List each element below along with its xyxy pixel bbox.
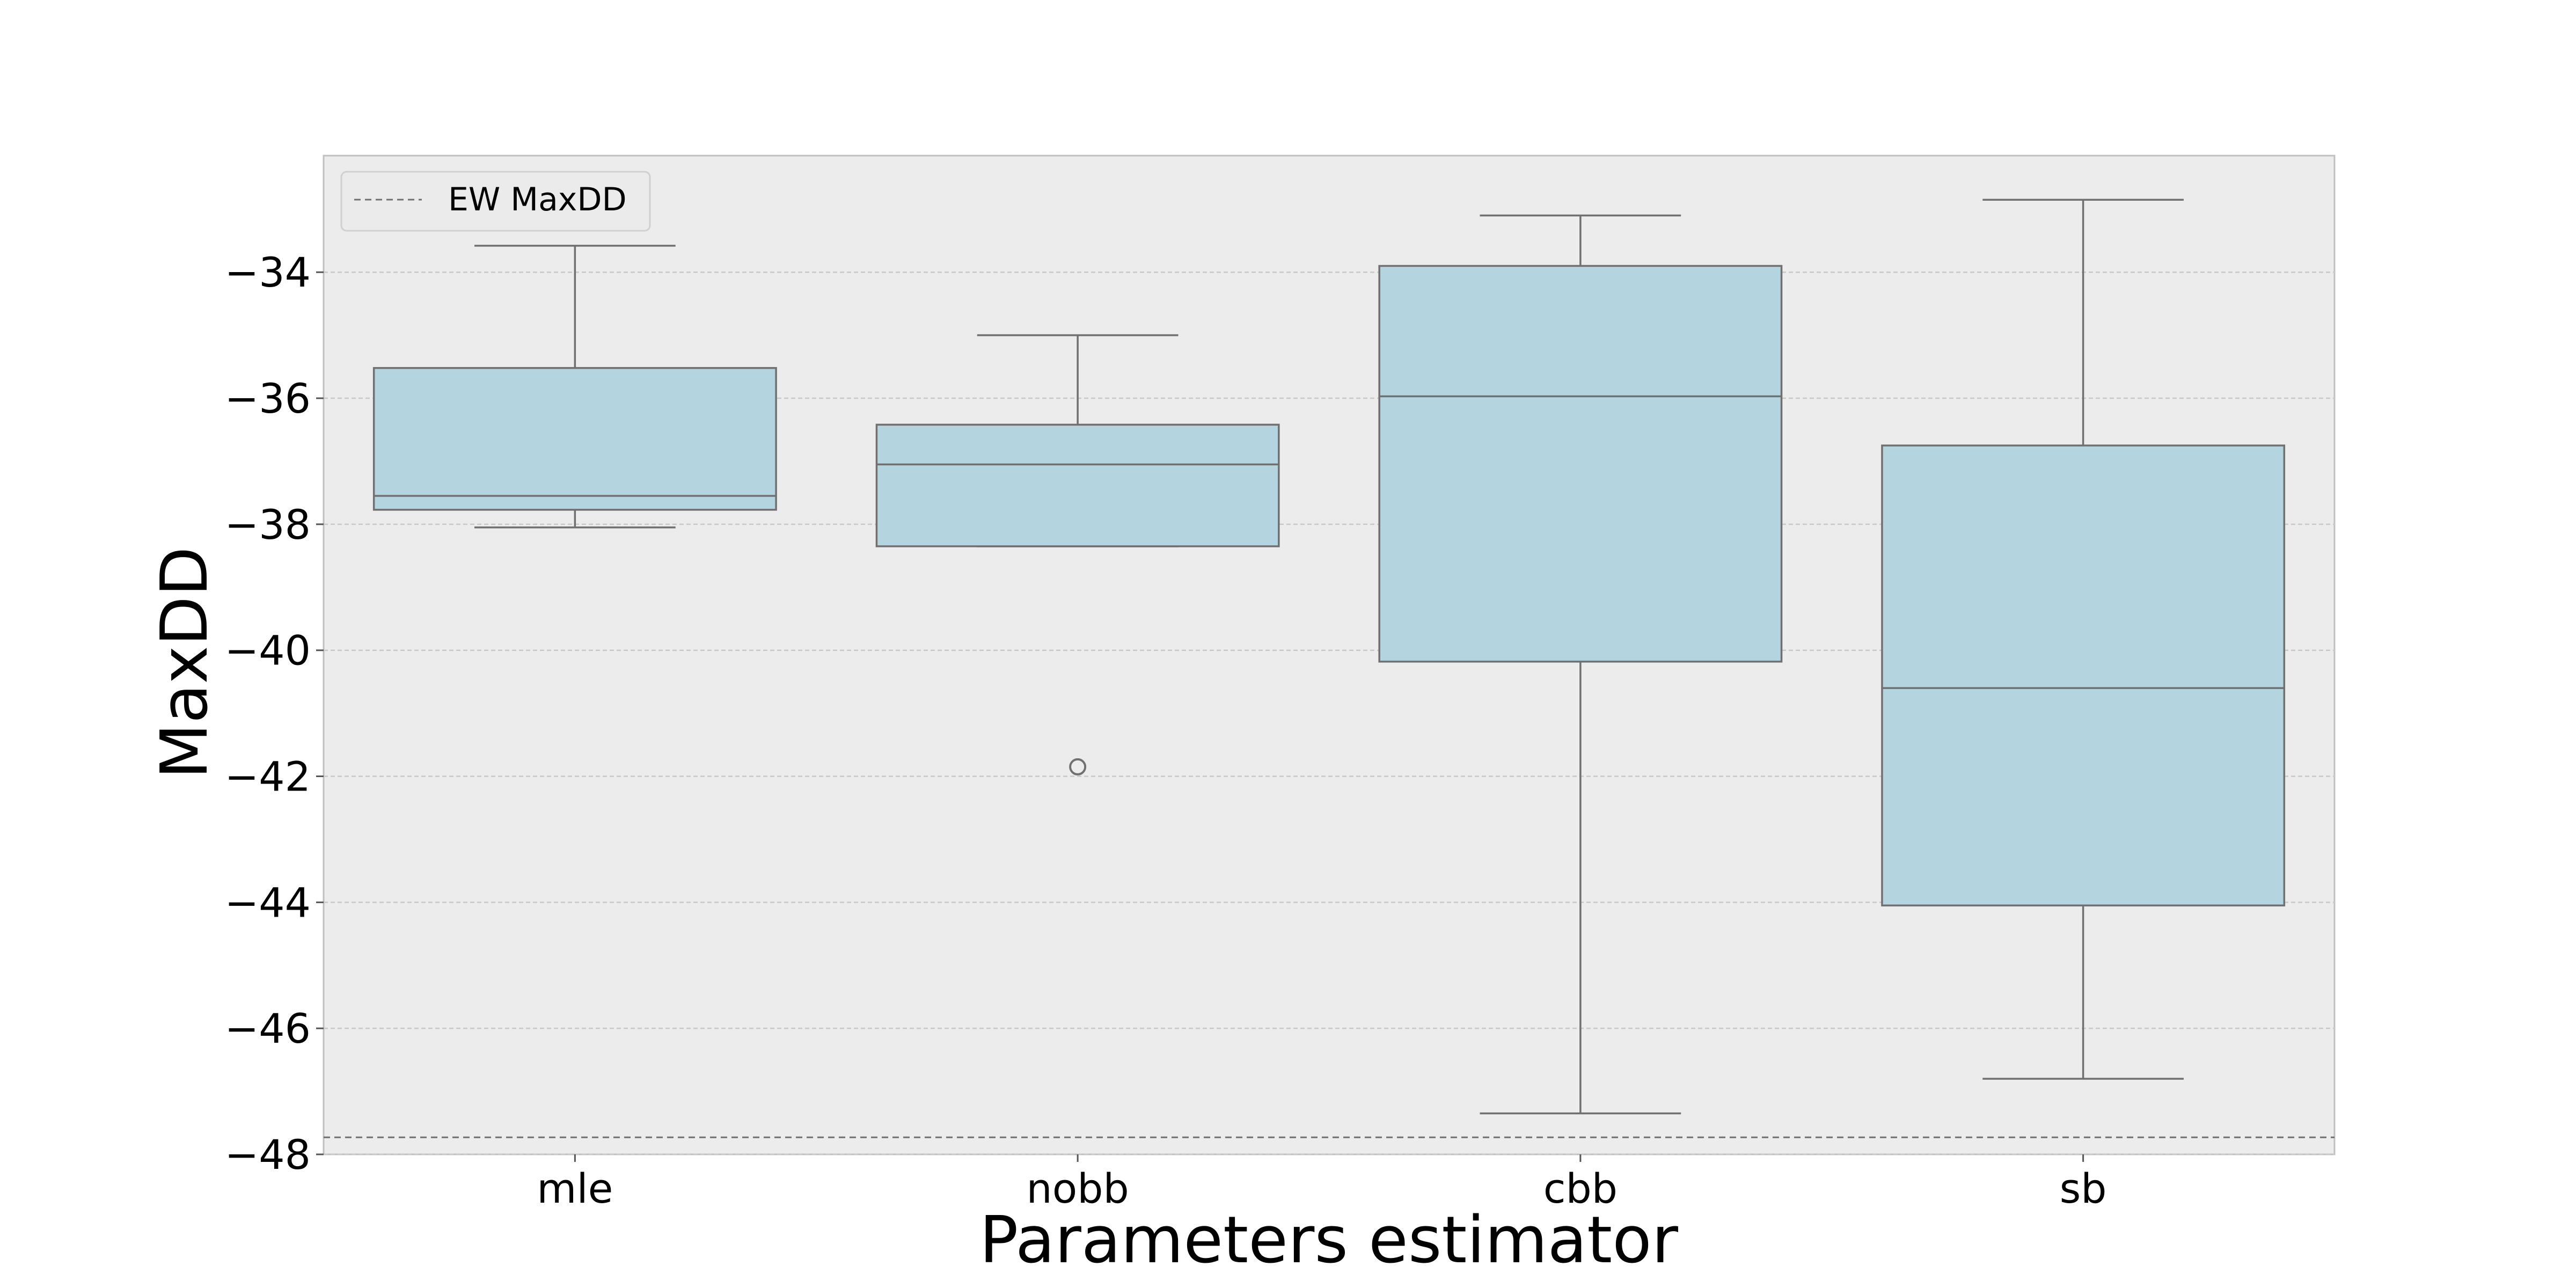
y-tick-group: −48 −46 −44 −42 −40 −38 −36 −34 (225, 248, 324, 1179)
x-axis-title: Parameters estimator (979, 1203, 1679, 1278)
legend-box (340, 171, 651, 232)
box-cbb (1378, 214, 1783, 1115)
y-tick-label: −36 (225, 375, 311, 422)
y-tick-label: −46 (225, 1005, 311, 1052)
iqr-box (372, 367, 777, 511)
x-tick-group: mle nobb cbb sb (537, 1154, 2107, 1212)
legend-label: EW MaxDD (448, 181, 627, 218)
box-nobb (875, 334, 1280, 775)
y-tick-label: −48 (225, 1131, 311, 1179)
box-mle (372, 245, 777, 529)
x-tick-label: mle (537, 1165, 613, 1212)
x-tick-label: nobb (1027, 1165, 1129, 1212)
y-tick-label: −44 (225, 879, 311, 926)
iqr-box (875, 423, 1280, 547)
x-tick-label: cbb (1543, 1165, 1618, 1212)
y-tick-label: −38 (225, 501, 311, 548)
boxes-group (372, 199, 2286, 1115)
iqr-box (1881, 444, 2286, 906)
x-tick-label: sb (2060, 1165, 2107, 1212)
y-tick-label: −40 (225, 627, 311, 675)
y-axis-title: MaxDD (148, 547, 222, 779)
y-tick-label: −42 (225, 753, 311, 801)
outlier-point (1069, 758, 1087, 775)
y-tick-label: −34 (225, 248, 311, 296)
legend: EW MaxDD (340, 171, 651, 232)
box-sb (1881, 199, 2286, 1080)
iqr-box (1378, 265, 1783, 663)
